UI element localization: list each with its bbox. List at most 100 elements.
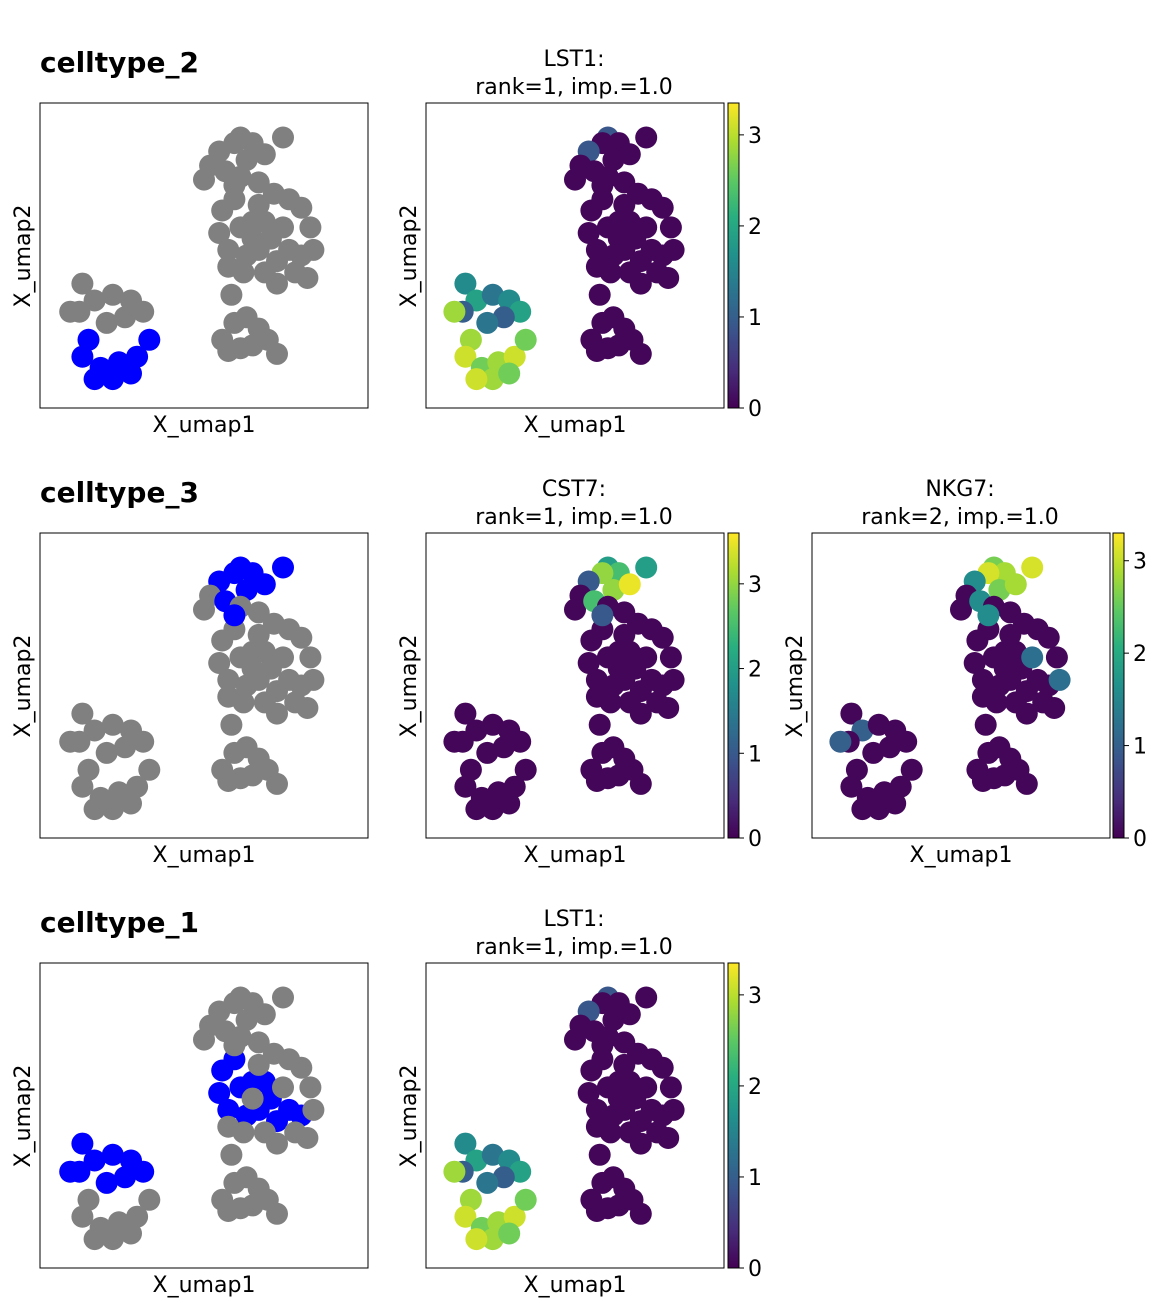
cell-point — [840, 702, 863, 725]
cell-point — [253, 1070, 276, 1093]
cell-point — [120, 792, 142, 815]
cell-point — [659, 1076, 682, 1099]
cell-point — [974, 713, 997, 736]
cell-point — [889, 775, 912, 798]
cell-point — [253, 573, 276, 596]
cell-point — [851, 798, 874, 821]
panel-title-line1: LST1: — [543, 907, 604, 932]
cell-point — [101, 1143, 124, 1166]
cell-point — [629, 342, 652, 365]
cell-point — [290, 196, 313, 219]
cell-point — [296, 267, 319, 289]
cell-point — [126, 775, 149, 798]
cell-point — [492, 736, 515, 759]
cell-point — [498, 792, 521, 815]
cell-point — [235, 1009, 258, 1031]
cell-point — [223, 174, 246, 197]
cell-point — [193, 168, 215, 191]
cell-point — [247, 1031, 270, 1054]
cell-point — [211, 199, 234, 222]
cell-point — [657, 697, 680, 719]
cell-point — [223, 1034, 246, 1057]
cell-point — [443, 1160, 466, 1183]
cell-point — [1045, 646, 1068, 669]
cell-point — [71, 1205, 94, 1228]
cell-point — [999, 623, 1022, 646]
cell-point — [296, 697, 319, 719]
cell-point — [211, 1059, 234, 1082]
cell-point — [290, 1056, 313, 1079]
cell-point — [126, 345, 149, 368]
cell-point — [132, 730, 155, 753]
cell-point — [101, 713, 124, 736]
x-axis-label: X_umap1 — [153, 1273, 256, 1298]
cell-point — [993, 657, 1016, 680]
cell-point — [465, 798, 488, 821]
cell-point — [114, 306, 136, 329]
cell-point — [71, 1132, 94, 1155]
cell-point — [443, 730, 466, 753]
cell-point — [950, 598, 972, 621]
plot-frame — [811, 532, 1111, 839]
cell-point — [585, 1200, 608, 1222]
cell-point — [977, 604, 1000, 627]
cell-point — [241, 657, 264, 680]
plot-frame — [39, 102, 369, 409]
cell-point — [235, 244, 258, 267]
cell-point — [193, 1028, 215, 1051]
cell-point — [208, 1082, 231, 1104]
cell-point — [220, 713, 243, 736]
cell-point — [253, 210, 276, 233]
cell-point — [101, 368, 124, 391]
cell-point — [77, 758, 100, 781]
cell-point — [217, 668, 240, 691]
cell-point — [247, 623, 270, 646]
cell-point — [217, 1200, 240, 1222]
cell-point — [299, 216, 322, 239]
cell-point — [971, 685, 994, 708]
cell-point — [591, 1034, 614, 1057]
cell-point — [514, 758, 537, 781]
cell-point — [588, 1143, 611, 1166]
cell-point — [577, 652, 600, 674]
cell-point — [878, 736, 901, 759]
cell-point — [302, 1098, 325, 1121]
cell-point — [629, 272, 652, 295]
colorbar: 0 1 2 3 — [727, 102, 762, 422]
cell-point — [83, 368, 106, 391]
cell-point — [607, 227, 630, 250]
cell-point — [476, 741, 499, 764]
cell-point — [272, 216, 294, 239]
plot-frame — [425, 532, 725, 839]
cell-point — [971, 668, 994, 691]
cell-point — [657, 267, 680, 289]
cell-point — [241, 227, 264, 250]
cell-point — [971, 770, 994, 792]
colorbar-tick-label: 3 — [748, 573, 762, 598]
cell-point — [580, 199, 603, 222]
cell-point — [217, 255, 240, 278]
cell-point — [662, 238, 685, 261]
cell-point — [266, 772, 288, 795]
cell-point — [223, 604, 246, 627]
cell-point — [580, 629, 603, 652]
cell-point — [459, 1188, 482, 1211]
cell-point — [635, 126, 658, 149]
cell-point — [443, 300, 466, 323]
cell-point — [1037, 626, 1060, 649]
cell-point — [659, 216, 682, 239]
cell-point — [266, 272, 288, 295]
scatter-panel-lst1: LST1: rank=1, imp.=1.0 X_umap1 X_umap2 0… — [397, 907, 762, 1298]
panel-title-line2: rank=1, imp.=1.0 — [475, 75, 673, 100]
cell-point — [83, 289, 106, 312]
colorbar-tick-label: 2 — [748, 1075, 762, 1100]
cell-point — [247, 171, 270, 194]
cell-point — [299, 646, 322, 669]
scatter-panel-celltype-3: X_umap1 X_umap2 — [11, 532, 369, 868]
cell-point — [845, 758, 868, 781]
x-axis-label: X_umap1 — [153, 413, 256, 438]
cell-point — [138, 328, 161, 351]
cell-point — [862, 741, 885, 764]
y-axis-label: X_umap2 — [11, 635, 36, 738]
cell-point — [83, 719, 106, 742]
